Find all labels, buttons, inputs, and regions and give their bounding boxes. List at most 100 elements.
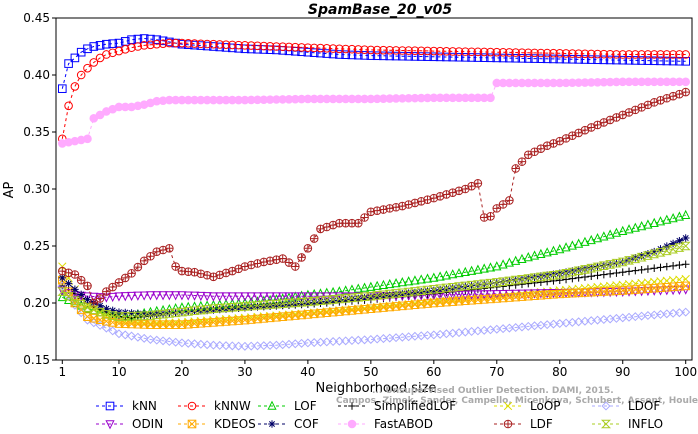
data-point [568, 49, 577, 58]
legend-item-odin: ODIN [96, 417, 163, 431]
data-point [656, 56, 665, 66]
data-point [353, 218, 363, 228]
data-point [228, 266, 237, 276]
data-point [568, 267, 577, 275]
series-knnw [57, 38, 691, 144]
data-point [208, 340, 218, 350]
data-point [586, 55, 596, 64]
x-tick-label: 100 [674, 365, 697, 379]
data-point [152, 39, 162, 49]
data-point [473, 264, 483, 274]
data-point [240, 41, 250, 50]
data-point [592, 233, 603, 243]
data-point [580, 55, 590, 64]
data-point [562, 268, 570, 277]
legend-swatch-marker [105, 401, 115, 411]
data-point [441, 270, 452, 280]
data-point [64, 268, 73, 278]
data-point [467, 47, 476, 57]
data-point [461, 53, 470, 62]
data-point [202, 39, 212, 49]
data-point [403, 287, 414, 297]
data-point [353, 335, 363, 345]
data-point [239, 302, 250, 311]
data-point [498, 259, 508, 269]
data-point [599, 49, 609, 59]
data-point [661, 246, 672, 256]
data-point [227, 341, 237, 351]
data-point [372, 51, 382, 61]
data-point [101, 310, 112, 319]
data-point [322, 297, 331, 306]
data-point [247, 303, 256, 311]
data-point [486, 212, 495, 221]
data-point [221, 40, 231, 49]
data-point [466, 280, 477, 290]
data-point [127, 43, 136, 52]
data-point [303, 43, 313, 52]
data-point [265, 300, 276, 309]
data-point [215, 292, 225, 302]
data-point [675, 236, 684, 245]
legend-swatch-marker [267, 400, 277, 410]
data-point [479, 53, 489, 62]
data-point [423, 46, 432, 56]
data-point [461, 47, 470, 56]
data-point [605, 288, 615, 298]
data-point [429, 46, 439, 56]
data-point [586, 234, 596, 245]
data-point [423, 330, 433, 340]
data-point [404, 200, 413, 209]
data-point [183, 291, 193, 301]
legend-swatch-marker [348, 402, 356, 410]
data-point [530, 48, 539, 58]
legend-swatch-marker [347, 419, 357, 429]
data-point [555, 276, 564, 284]
data-point [586, 49, 596, 59]
data-point [441, 283, 452, 293]
legend-item-inflo: INFLO [592, 417, 663, 431]
data-point [278, 254, 287, 263]
data-point [612, 55, 621, 65]
data-point [202, 41, 212, 51]
data-point [95, 307, 106, 317]
data-point [353, 293, 364, 302]
data-point [416, 286, 427, 295]
data-point [271, 299, 282, 309]
data-point [523, 274, 534, 283]
legend-swatch-marker [105, 420, 115, 430]
data-point [120, 292, 130, 302]
data-point [176, 307, 187, 317]
data-point [681, 260, 690, 269]
data-point [303, 243, 313, 253]
data-point [542, 54, 552, 64]
data-point [290, 298, 301, 308]
data-point [505, 53, 514, 63]
data-point [139, 311, 150, 321]
data-point [442, 285, 451, 293]
data-point [599, 55, 609, 65]
data-point [113, 312, 124, 321]
data-point [114, 278, 124, 287]
x-tick-label: 30 [237, 365, 252, 379]
data-point [284, 292, 294, 302]
data-point [183, 307, 194, 316]
series-line-knnw [61, 42, 686, 139]
data-point [341, 285, 351, 295]
data-point [297, 43, 306, 52]
data-point [373, 292, 381, 301]
data-point [649, 286, 659, 296]
data-point [505, 48, 514, 57]
data-point [215, 305, 224, 314]
data-point [454, 52, 464, 62]
x-tick-label: 20 [174, 365, 189, 379]
data-point [416, 197, 426, 206]
data-point [498, 48, 508, 57]
data-point [498, 53, 508, 63]
data-point [448, 269, 458, 279]
data-point [435, 271, 445, 281]
data-point [599, 288, 609, 298]
data-point [341, 336, 351, 346]
legend-label: LOF [294, 399, 317, 413]
legend-label: LoOP [530, 399, 561, 413]
